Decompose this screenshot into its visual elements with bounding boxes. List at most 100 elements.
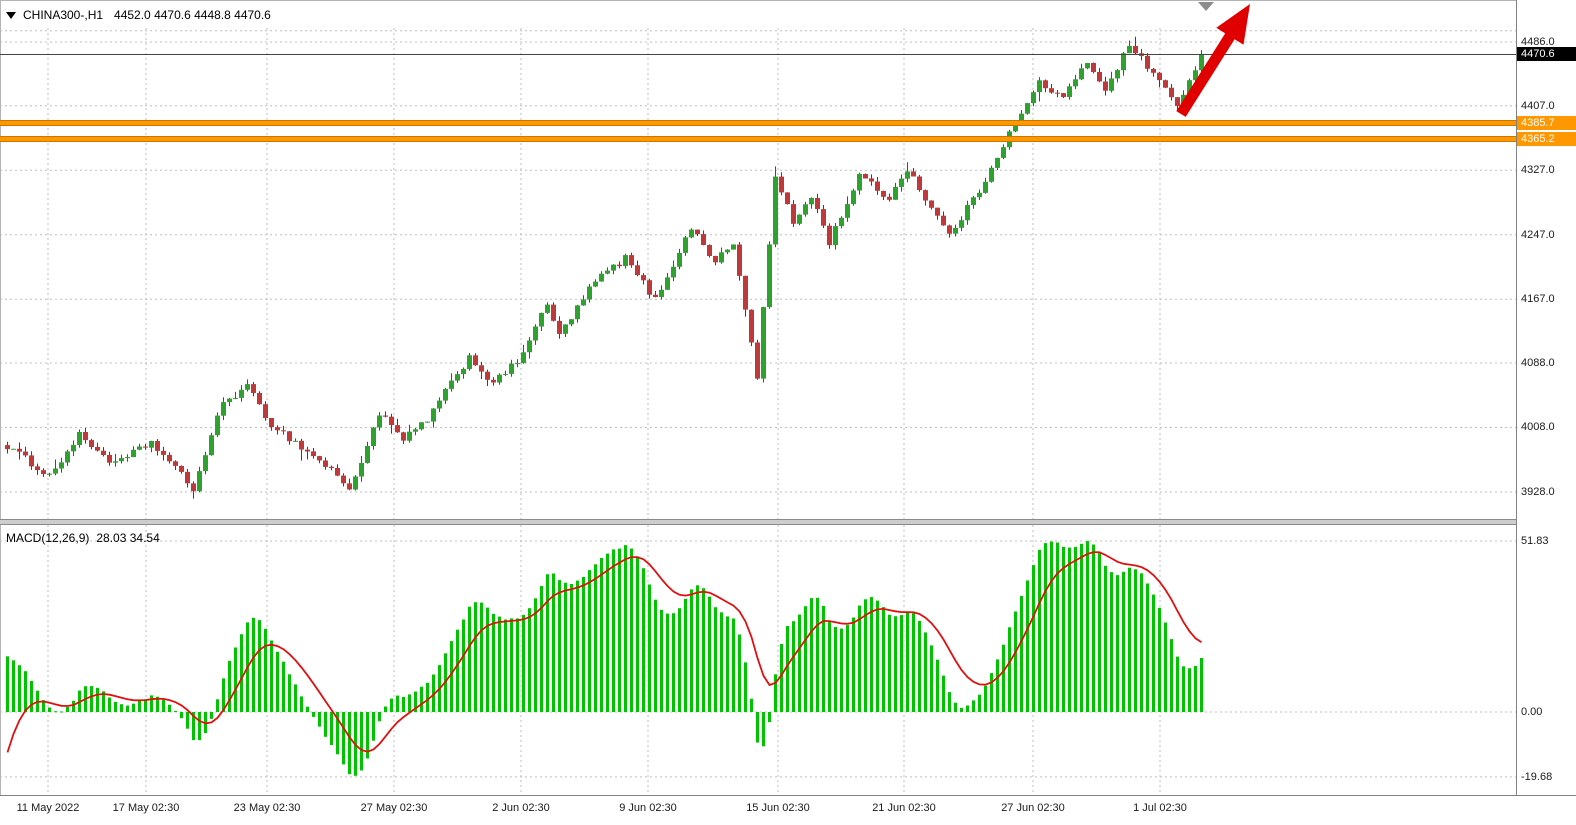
macd-bar [144, 699, 147, 712]
candle-body [71, 444, 76, 452]
macd-bar [198, 712, 201, 741]
candle-body [77, 432, 82, 445]
candle-body [587, 286, 592, 300]
macd-tick-label: 0.00 [1521, 706, 1543, 718]
candle-body [665, 277, 670, 290]
candle-body [803, 204, 808, 215]
macd-bar [1050, 541, 1053, 712]
candle-body [497, 374, 502, 383]
macd-bar [654, 599, 657, 712]
macd-bar [1200, 658, 1203, 712]
candle-body [173, 461, 178, 466]
price-chart-panel[interactable]: CHINA300-,H1 4452.0 4470.6 4448.8 4470.6 [0, 0, 1516, 519]
candle-body [629, 255, 634, 266]
macd-bar [96, 687, 99, 712]
chart-title: CHINA300-,H1 4452.0 4470.6 4448.8 4470.6 [6, 8, 271, 22]
candle-body [557, 320, 562, 334]
candle-body [995, 157, 1000, 168]
macd-bar [810, 598, 813, 712]
macd-bar [960, 707, 963, 712]
macd-bar [162, 699, 165, 712]
macd-bar [108, 697, 111, 712]
time-tick-label: 17 May 02:30 [112, 802, 180, 814]
candle-body [647, 280, 652, 295]
current-price-line [0, 54, 1516, 55]
candle-body [611, 264, 616, 271]
candle-body [839, 217, 844, 227]
candle-body [35, 466, 40, 471]
time-axis[interactable]: 11 May 2022 17 May 02:30 23 May 02:30 27 Ma… [0, 795, 1576, 825]
macd-bar [384, 706, 387, 712]
price-axis[interactable]: 4486.0 4407.0 4327.0 4247.0 4167.0 4088.0 4008… [1516, 0, 1576, 795]
macd-bar [792, 621, 795, 712]
price-tick-label: 4327.0 [1521, 164, 1555, 177]
candle-body [11, 448, 16, 450]
horizontal-level-line[interactable] [0, 120, 1516, 126]
candle-body [1049, 88, 1054, 93]
macd-bar [168, 704, 171, 712]
candle-body [191, 483, 196, 492]
macd-bar [474, 602, 477, 712]
candle-body [563, 324, 568, 334]
candle-body [1091, 63, 1096, 72]
time-tick-label: 11 May 2022 [16, 802, 80, 814]
candle-body [185, 471, 190, 484]
candle-body [947, 225, 952, 234]
candle-body [983, 181, 988, 193]
macd-bar [978, 694, 981, 712]
macd-bar [924, 632, 927, 712]
level-price-badge: 4365.2 [1517, 132, 1576, 146]
candle-body [869, 178, 874, 182]
macd-bar [930, 645, 933, 712]
macd-bar [630, 548, 633, 712]
candle-body [521, 352, 526, 364]
macd-bar [252, 617, 255, 712]
macd-bar [732, 618, 735, 712]
candle-body [1109, 78, 1114, 91]
candle-body [479, 365, 484, 372]
candle-body [299, 440, 304, 450]
macd-bar [876, 600, 879, 712]
macd-bar [348, 712, 351, 775]
candle-body [1079, 68, 1084, 80]
macd-bar [114, 701, 117, 712]
macd-bar [834, 627, 837, 712]
candle-body [281, 430, 286, 432]
candle-body [23, 451, 28, 456]
candle-body [1067, 86, 1072, 97]
macd-bar [564, 582, 567, 712]
candle-body [1085, 63, 1090, 69]
macd-bar [696, 585, 699, 712]
candle-body [857, 174, 862, 191]
macd-bar [426, 682, 429, 712]
candle-body [83, 432, 88, 441]
candle-body [1157, 72, 1162, 81]
candle-body [275, 427, 280, 431]
macd-bar [498, 616, 501, 712]
macd-bar [1116, 575, 1119, 712]
candle-body [749, 309, 754, 343]
candle-body [1115, 70, 1120, 79]
macd-indicator-panel[interactable]: MACD(12,26,9) 28.03 34.54 [0, 525, 1516, 795]
candle-body [95, 446, 100, 451]
candle-body [1133, 46, 1138, 54]
macd-bar [870, 597, 873, 712]
panel-splitter[interactable] [0, 519, 1576, 525]
candle-body [845, 204, 850, 218]
macd-bar [270, 640, 273, 712]
candle-body [419, 422, 424, 430]
horizontal-level-line[interactable] [0, 136, 1516, 142]
candle-body [539, 312, 544, 327]
candle-body [29, 455, 34, 467]
macd-bar [780, 644, 783, 712]
macd-bar [1164, 622, 1167, 712]
macd-bar [420, 686, 423, 712]
candle-body [59, 462, 64, 469]
candle-body [233, 397, 238, 399]
macd-bar [402, 697, 405, 712]
candle-body [719, 252, 724, 263]
macd-bar [918, 620, 921, 712]
chart-shift-marker-icon[interactable] [1198, 2, 1214, 11]
macd-bar [102, 691, 105, 712]
macd-signal-line [6, 551, 1202, 753]
